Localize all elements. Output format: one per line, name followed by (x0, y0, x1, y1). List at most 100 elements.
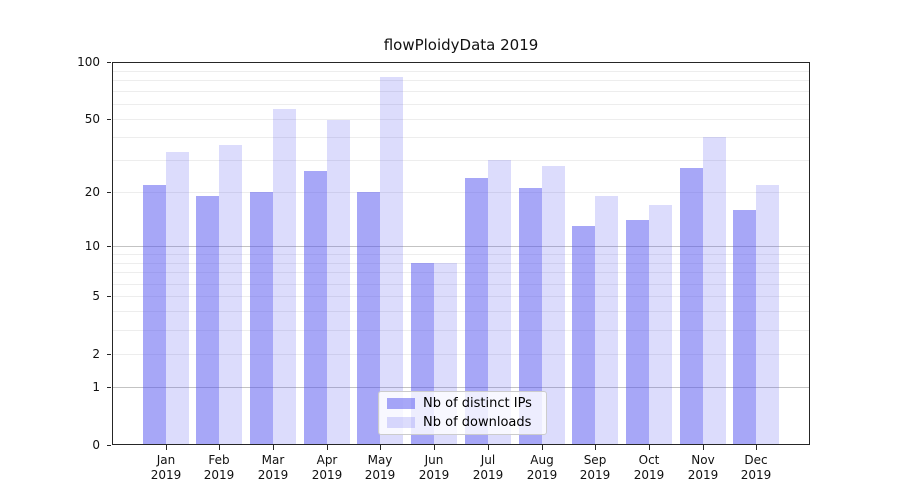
x-tick-label: Sep 2019 (568, 453, 622, 483)
x-tick-mark (756, 445, 757, 450)
x-tick-mark (166, 445, 167, 450)
y-tick-mark (107, 62, 111, 63)
x-tick-mark (542, 445, 543, 450)
x-tick-label: Oct 2019 (622, 453, 676, 483)
y-tick-mark (107, 387, 111, 388)
x-tick-month: Jan (156, 453, 176, 467)
gridline-minor (112, 160, 810, 161)
bar-distinct-ips-aug (519, 188, 542, 445)
gridline-minor (112, 137, 810, 138)
x-tick-label: Jul 2019 (461, 453, 515, 483)
x-tick-month: Aug (530, 453, 554, 467)
x-tick-label: Aug 2019 (515, 453, 569, 483)
bar-downloads-feb (219, 145, 242, 445)
x-tick-mark (434, 445, 435, 450)
legend-label-distinct-ips: Nb of distinct IPs (423, 396, 532, 411)
gridline-major (112, 387, 810, 388)
bar-distinct-ips-nov (680, 168, 703, 445)
bar-distinct-ips-mar (250, 192, 273, 445)
x-tick-month: Jun (424, 453, 444, 467)
legend-entry-downloads: Nb of downloads (379, 415, 546, 430)
x-tick-year: 2019 (687, 468, 719, 482)
x-tick-month: Oct (638, 453, 660, 467)
gridline-minor (112, 311, 810, 312)
x-tick-month: Jul (480, 453, 496, 467)
legend-swatch-downloads (387, 417, 415, 428)
x-tick-year: 2019 (203, 468, 235, 482)
x-tick-month: Nov (691, 453, 715, 467)
bar-downloads-jan (166, 152, 189, 445)
x-tick-label: Nov 2019 (676, 453, 730, 483)
x-tick-label: Jun 2019 (407, 453, 461, 483)
gridline-minor (112, 254, 810, 255)
x-tick-year: 2019 (150, 468, 182, 482)
bar-distinct-ips-apr (304, 171, 327, 445)
x-tick-mark (488, 445, 489, 450)
gridline-minor (112, 296, 810, 297)
bar-distinct-ips-oct (626, 220, 649, 445)
gridline-minor (112, 354, 810, 355)
x-tick-mark (703, 445, 704, 450)
x-tick-label: Jan 2019 (139, 453, 193, 483)
x-tick-year: 2019 (311, 468, 343, 482)
y-tick-label: 2 (92, 347, 100, 361)
x-tick-year: 2019 (364, 468, 396, 482)
chart-title: flowPloidyData 2019 (383, 36, 539, 54)
gridline-minor (112, 80, 810, 81)
gridline-minor (112, 104, 810, 105)
x-tick-mark (380, 445, 381, 450)
gridline-minor (112, 263, 810, 264)
x-tick-label: Mar 2019 (246, 453, 300, 483)
y-tick-label: 10 (84, 239, 100, 253)
bar-distinct-ips-dec (733, 210, 756, 445)
x-tick-mark (595, 445, 596, 450)
bar-distinct-ips-feb (196, 196, 219, 445)
legend: Nb of distinct IPs Nb of downloads (378, 391, 547, 435)
x-tick-label: Feb 2019 (192, 453, 246, 483)
y-tick-mark (107, 296, 111, 297)
bar-downloads-mar (273, 109, 296, 445)
gridline-minor (112, 284, 810, 285)
bar-downloads-jul (488, 160, 511, 445)
x-tick-mark (219, 445, 220, 450)
legend-label-downloads: Nb of downloads (423, 415, 532, 430)
x-tick-month: Mar (261, 453, 285, 467)
bar-distinct-ips-may (357, 192, 380, 445)
bar-downloads-sep (595, 196, 618, 445)
x-tick-year: 2019 (472, 468, 504, 482)
x-tick-mark (327, 445, 328, 450)
gridline-minor (112, 71, 810, 72)
y-tick-label: 1 (92, 380, 100, 394)
x-tick-year: 2019 (740, 468, 772, 482)
bar-distinct-ips-jan (143, 185, 166, 445)
x-tick-year: 2019 (579, 468, 611, 482)
x-tick-mark (649, 445, 650, 450)
gridline-minor (112, 192, 810, 193)
bar-downloads-dec (756, 185, 779, 445)
bar-distinct-ips-jul (465, 178, 488, 445)
bar-downloads-oct (649, 205, 672, 445)
gridline-minor (112, 91, 810, 92)
x-tick-year: 2019 (633, 468, 665, 482)
legend-entry-distinct-ips: Nb of distinct IPs (379, 396, 546, 411)
y-tick-label: 50 (84, 112, 100, 126)
bar-downloads-nov (703, 137, 726, 445)
legend-swatch-distinct-ips (387, 398, 415, 409)
bar-downloads-aug (542, 166, 565, 445)
y-tick-mark (107, 354, 111, 355)
y-tick-label: 100 (77, 55, 100, 69)
x-tick-label: Dec 2019 (729, 453, 783, 483)
y-tick-label: 5 (92, 289, 100, 303)
x-tick-month: Feb (208, 453, 230, 467)
x-tick-year: 2019 (418, 468, 450, 482)
x-tick-mark (273, 445, 274, 450)
x-tick-month: May (367, 453, 393, 467)
y-tick-label: 20 (84, 185, 100, 199)
x-tick-month: Dec (744, 453, 768, 467)
y-tick-label: 0 (92, 438, 100, 452)
x-tick-month: Sep (583, 453, 607, 467)
x-tick-month: Apr (316, 453, 338, 467)
x-tick-year: 2019 (526, 468, 558, 482)
y-tick-mark (107, 246, 111, 247)
